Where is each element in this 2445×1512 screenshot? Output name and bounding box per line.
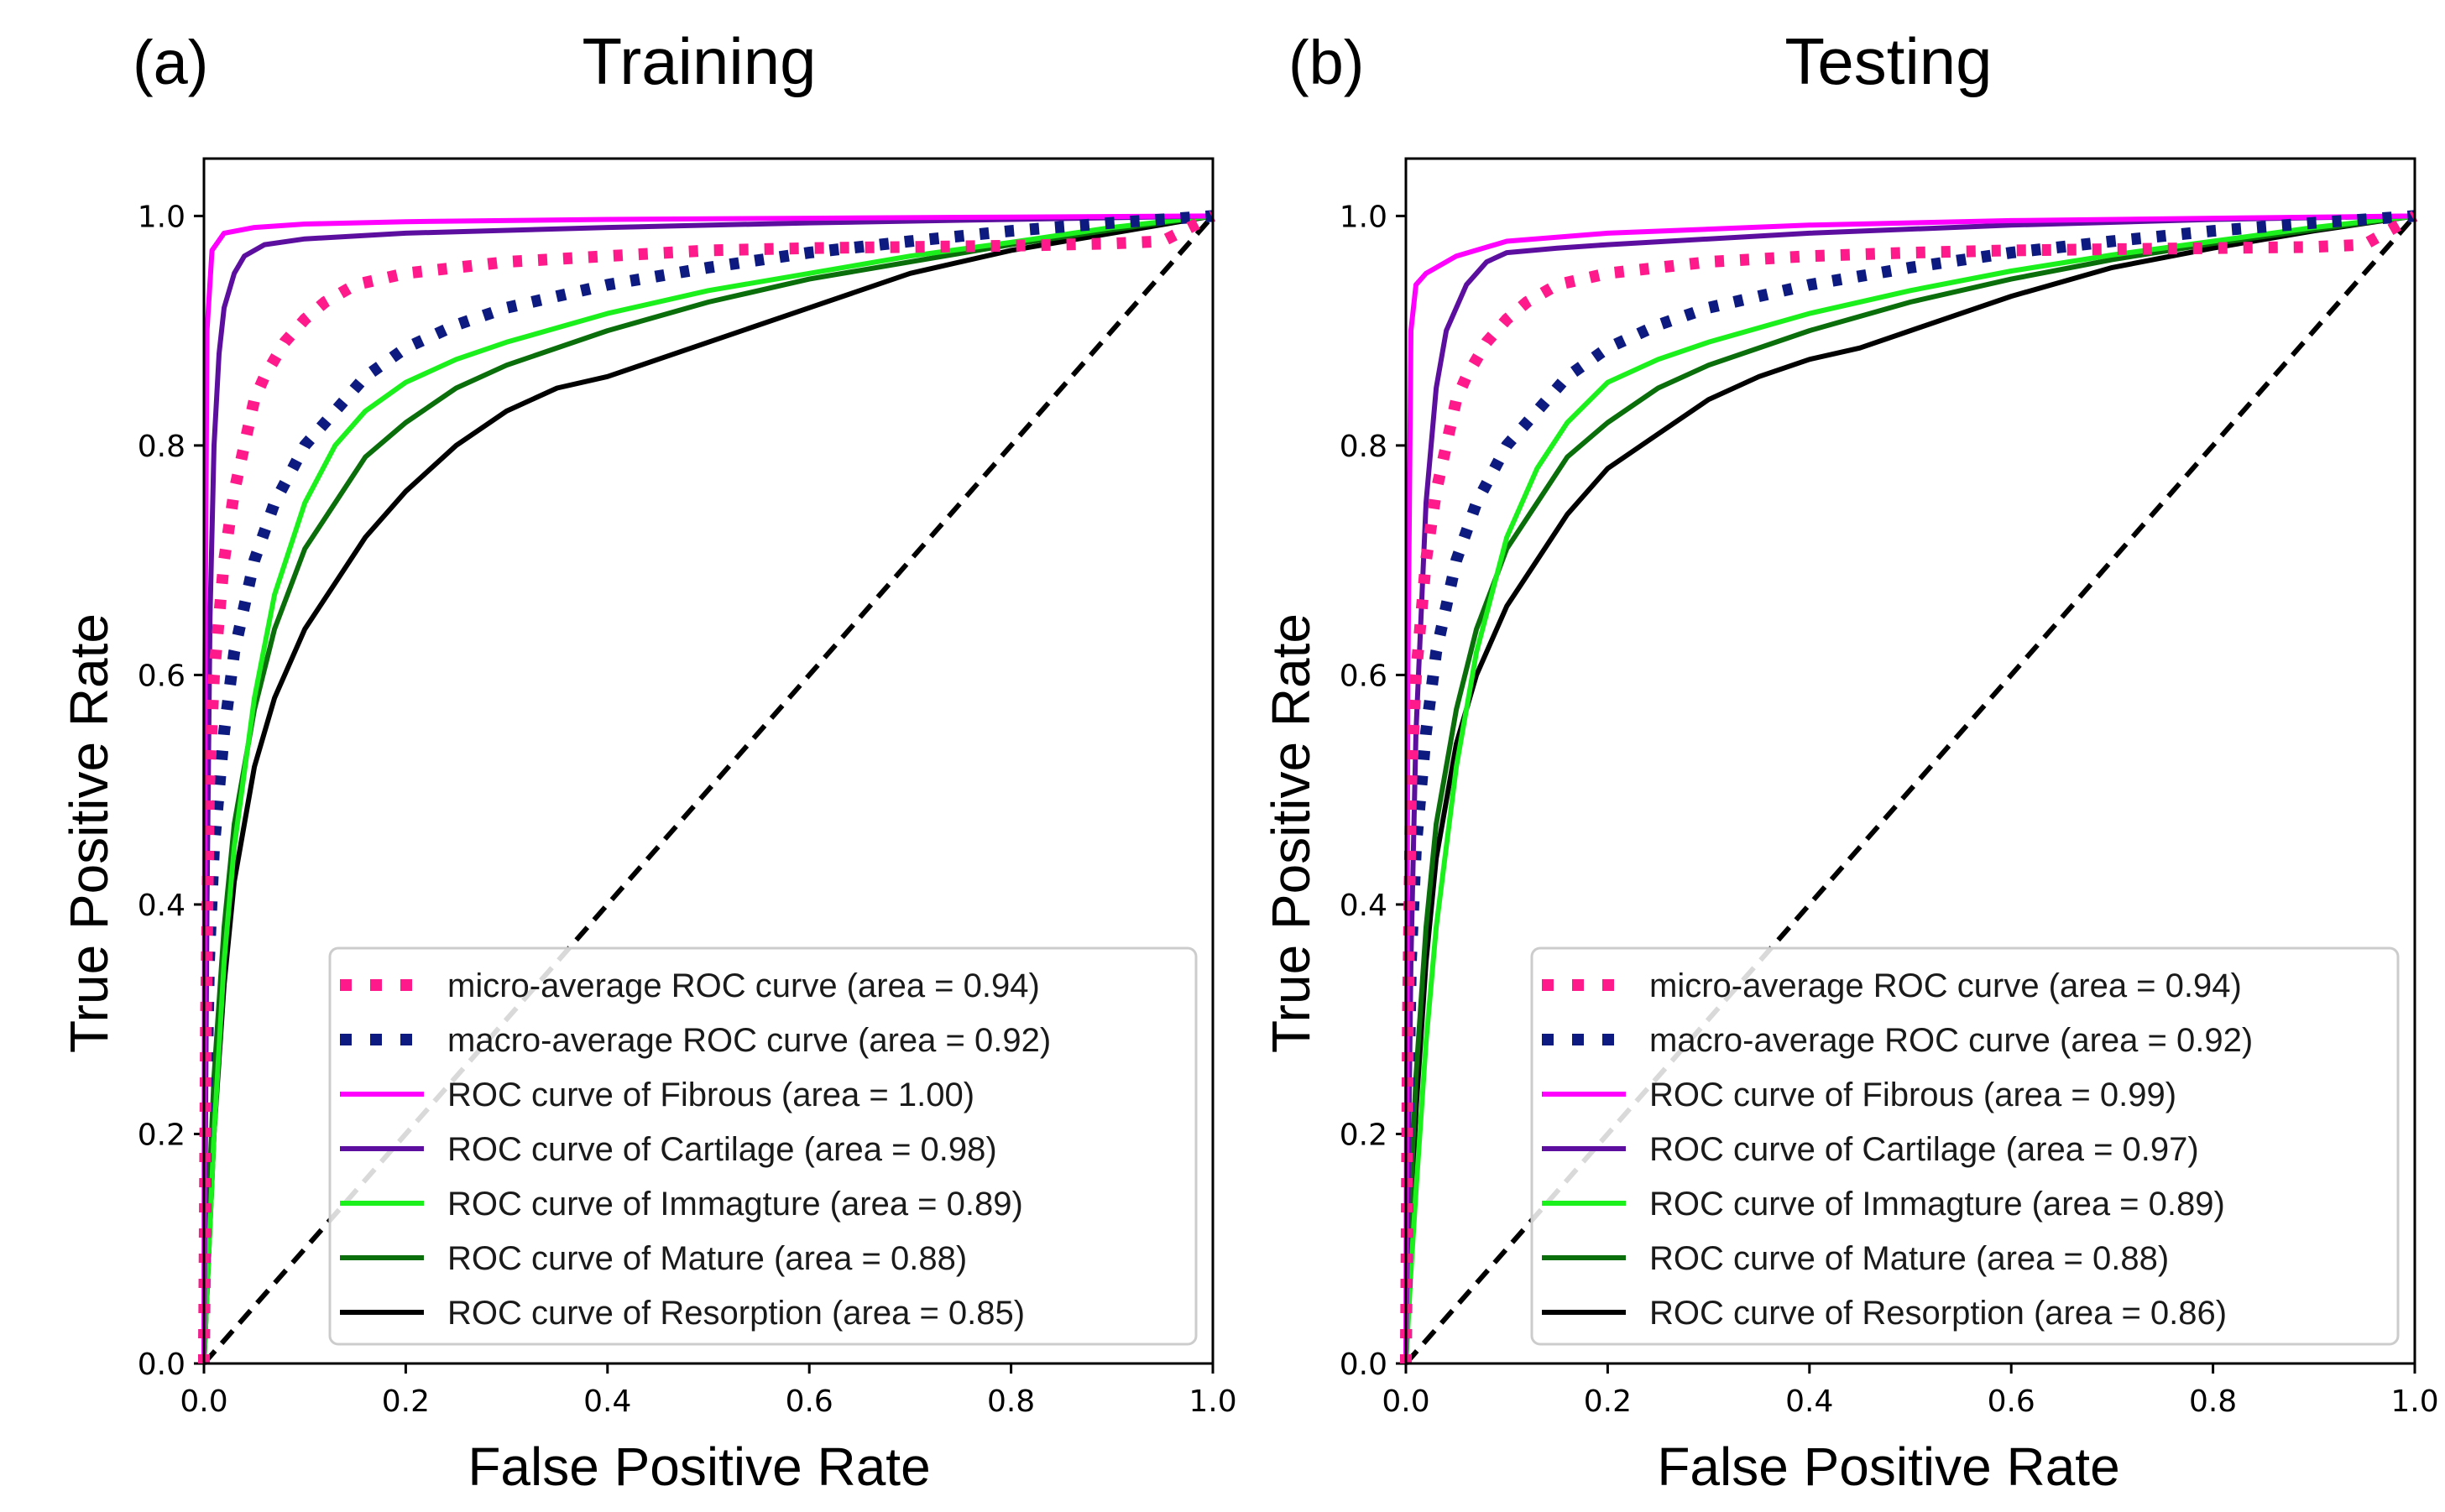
legend: micro-average ROC curve (area = 0.94) mac… [328,946,1198,1346]
axis-ticks: 0.0 0.2 0.4 0.6 0.8 1.0 0.0 0.2 0.4 0.6 0.8 1.0 [1340,200,2439,1419]
chart-title: Training [583,24,817,98]
series-line-roc-curve-of-cartilage-area-0-98 [201,213,1214,1364]
x-tick-label: 1.0 [2390,1384,2438,1419]
legend-box [328,946,1198,1346]
panel-testing: (b) Testing False Positive Rate True Pos… [1261,24,2439,1497]
x-tick-label: 0.4 [1785,1384,1833,1419]
legend-label: ROC curve of Mature (area = 0.88) [447,1240,967,1277]
legend-label: ROC curve of Mature (area = 0.88) [1649,1240,2169,1277]
chart-title: Testing [1784,24,1992,98]
plot-frame [202,157,1215,1365]
y-tick-label: 0.4 [1340,889,1387,923]
x-tick-label: 0.8 [2189,1384,2237,1419]
y-tick-label: 0.2 [1340,1118,1387,1152]
x-tick-label: 0.2 [1584,1384,1632,1419]
y-tick-label: 0.6 [1340,659,1387,693]
series-line-roc-curve-of-mature-area-0-88 [1403,213,2416,1364]
series-line-roc-curve-of-mature-area-0-88 [201,213,1214,1364]
legend-label: ROC curve of Resorption (area = 0.86) [1649,1295,2227,1332]
y-tick-label: 1.0 [138,200,185,234]
y-axis-label: True Positive Rate [1261,613,1321,1053]
legend-label: micro-average ROC curve (area = 0.94) [1649,967,2242,1004]
series-line-roc-curve-of-immagture-area-0-89 [201,213,1214,1364]
x-tick-label: 1.0 [1189,1384,1236,1419]
x-axis-label: False Positive Rate [468,1436,930,1497]
legend-label: ROC curve of Cartilage (area = 0.98) [447,1131,997,1168]
series-line-roc-curve-of-resorption-area-0-85 [201,213,1214,1364]
x-axis-label: False Positive Rate [1657,1436,2119,1497]
series-line-macro-average-roc-curve-area-0-92 [198,210,1214,1364]
legend-label: macro-average ROC curve (area = 0.92) [447,1022,1051,1059]
x-tick-label: 0.6 [786,1384,833,1419]
y-tick-label: 0.0 [138,1348,185,1382]
legend-label: ROC curve of Immagture (area = 0.89) [447,1186,1023,1223]
y-tick-label: 0.8 [138,430,185,464]
series-line-micro-average-roc-curve-area-0-94 [1400,211,2418,1364]
axis-ticks: 0.0 0.2 0.4 0.6 0.8 1.0 0.0 0.2 0.4 0.6 0.8 1.0 [138,200,1237,1419]
panel-label: (b) [1288,28,1364,97]
x-tick-label: 0.8 [987,1384,1035,1419]
legend-label: ROC curve of Resorption (area = 0.85) [447,1295,1025,1332]
x-tick-label: 0.2 [382,1384,430,1419]
series-line-roc-curve-of-fibrous-area-0-99 [1403,213,2416,1364]
y-tick-label: 0.0 [1340,1348,1387,1382]
legend-label: ROC curve of Fibrous (area = 0.99) [1649,1077,2176,1113]
y-tick-label: 0.4 [138,889,185,923]
series-line-roc-curve-of-immagture-area-0-89 [1403,213,2416,1364]
x-tick-label: 0.4 [583,1384,631,1419]
series-line-roc-curve-of-fibrous-area-1-00 [201,213,1214,1364]
series-line-micro-average-roc-curve-area-0-94 [198,211,1216,1364]
series-line-roc-curve-of-resorption-area-0-86 [1403,213,2416,1364]
y-axis-label: True Positive Rate [59,613,119,1053]
y-tick-label: 0.6 [138,659,185,693]
legend-label: ROC curve of Immagture (area = 0.89) [1649,1186,2225,1223]
panel-label: (a) [133,28,208,97]
legend-label: ROC curve of Cartilage (area = 0.97) [1649,1131,2199,1168]
x-tick-label: 0.0 [1382,1384,1429,1419]
legend: micro-average ROC curve (area = 0.94) mac… [1530,946,2400,1346]
x-tick-label: 0.6 [1988,1384,2035,1419]
legend-label: ROC curve of Fibrous (area = 1.00) [447,1077,974,1113]
series-line-macro-average-roc-curve-area-0-92 [1400,210,2416,1364]
y-tick-label: 0.8 [1340,430,1387,464]
legend-label: macro-average ROC curve (area = 0.92) [1649,1022,2253,1059]
y-tick-label: 1.0 [1340,200,1387,234]
legend-label: micro-average ROC curve (area = 0.94) [447,967,1040,1004]
legend-box [1530,946,2400,1346]
plot-frame [1404,157,2416,1365]
x-tick-label: 0.0 [180,1384,227,1419]
panel-training: (a) Training False Positive Rate True Po… [59,24,1237,1497]
y-tick-label: 0.2 [138,1118,185,1152]
